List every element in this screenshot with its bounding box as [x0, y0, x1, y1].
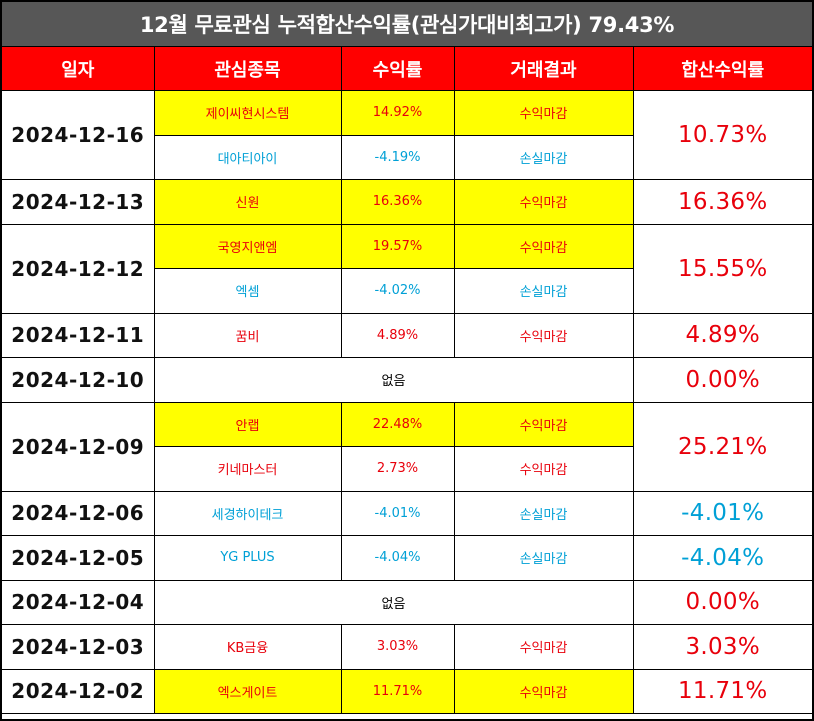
table-row: 2024-12-02 엑스게이트 11.71% 수익마감 11.71% [2, 668, 812, 714]
table-row: 2024-12-12 국영지앤엠 19.57% 수익마감 15.55% [2, 223, 812, 314]
returns-table: 일자 관심종목 수익률 거래결과 합산수익률 2024-12-16 제이씨현시스… [2, 47, 812, 714]
rate-cell: -4.02% [340, 268, 455, 314]
date-cell: 2024-12-05 [2, 535, 155, 581]
result-cell: 손실마감 [453, 535, 634, 581]
stock-cell: KB금융 [153, 624, 342, 670]
result-cell: 수익마감 [453, 624, 634, 670]
rate-cell: 16.36% [340, 179, 455, 225]
header-total: 합산수익률 [632, 47, 812, 91]
result-cell: 수익마감 [453, 179, 634, 225]
total-cell: 3.03% [632, 624, 812, 670]
total-cell: 10.73% [632, 90, 812, 180]
result-cell: 손실마감 [453, 268, 633, 314]
stock-cell: 신원 [153, 179, 342, 225]
total-cell: 15.55% [632, 223, 812, 314]
rate-cell: 3.03% [340, 624, 455, 670]
total-cell: 11.71% [632, 668, 812, 714]
result-cell: 수익마감 [453, 90, 634, 136]
date-cell: 2024-12-04 [2, 579, 155, 625]
rate-cell: 22.48% [340, 401, 455, 447]
result-cell: 손실마감 [453, 134, 633, 180]
stock-cell: 엑셈 [154, 268, 342, 314]
result-cell: 수익마감 [453, 668, 634, 714]
date-cell: 2024-12-16 [2, 90, 155, 180]
result-cell: 수익마감 [453, 401, 634, 447]
stock-cell: 엑스게이트 [153, 668, 342, 714]
rate-cell: 11.71% [340, 668, 455, 714]
table-row: 2024-12-11 꿈비 4.89% 수익마감 4.89% [2, 312, 812, 358]
rate-cell: 2.73% [340, 446, 455, 492]
stock-cell: 제이씨현시스템 [153, 90, 342, 136]
result-cell: 수익마감 [453, 446, 633, 492]
stock-cell: 꿈비 [153, 312, 342, 358]
no-pick-cell: 없음 [153, 357, 634, 403]
date-cell: 2024-12-13 [2, 179, 155, 225]
stock-cell: 세경하이테크 [153, 490, 342, 536]
total-cell: 0.00% [632, 357, 812, 403]
result-cell: 수익마감 [453, 312, 634, 358]
date-cell: 2024-12-06 [2, 490, 155, 536]
total-cell: -4.01% [632, 490, 812, 536]
stock-cell: 키네마스터 [154, 446, 342, 492]
rate-cell: 4.89% [340, 312, 455, 358]
header-date: 일자 [2, 47, 155, 91]
table-row: 2024-12-09 안랩 22.48% 수익마감 25.21% [2, 401, 812, 492]
rate-cell: 19.57% [340, 223, 455, 269]
date-cell: 2024-12-11 [2, 312, 155, 358]
rate-cell: -4.19% [340, 134, 455, 180]
total-cell: 4.89% [632, 312, 812, 358]
header-result: 거래결과 [453, 47, 634, 91]
table-row: 2024-12-16 제이씨현시스템 14.92% 수익마감 10.73% [2, 90, 812, 180]
table-row: 2024-12-06 세경하이테크 -4.01% 손실마감 -4.01% [2, 490, 812, 536]
stock-cell: 국영지앤엠 [153, 223, 342, 269]
stock-cell: 안랩 [153, 401, 342, 447]
result-cell: 손실마감 [453, 490, 634, 536]
stock-cell: YG PLUS [153, 535, 342, 581]
total-cell: 25.21% [632, 401, 812, 492]
table-row: 대아티아이 -4.19% 손실마감 [2, 134, 812, 180]
total-cell: 16.36% [632, 179, 812, 225]
header-row: 일자 관심종목 수익률 거래결과 합산수익률 [2, 47, 812, 91]
report-title: 12월 무료관심 누적합산수익률(관심가대비최고가) 79.43% [2, 2, 812, 47]
table-row: 2024-12-10 없음 0.00% [2, 357, 812, 403]
date-cell: 2024-12-09 [2, 401, 155, 492]
table-row: 2024-12-05 YG PLUS -4.04% 손실마감 -4.04% [2, 535, 812, 581]
date-cell: 2024-12-12 [2, 223, 155, 314]
rate-cell: -4.01% [340, 490, 455, 536]
rate-cell: -4.04% [340, 535, 455, 581]
table-row: 2024-12-03 KB금융 3.03% 수익마감 3.03% [2, 624, 812, 670]
table-row: 2024-12-04 없음 0.00% [2, 579, 812, 625]
header-stock: 관심종목 [153, 47, 342, 91]
header-rate: 수익률 [340, 47, 455, 91]
stock-cell: 대아티아이 [154, 134, 342, 180]
table-row: 2024-12-13 신원 16.36% 수익마감 16.36% [2, 179, 812, 225]
result-cell: 수익마감 [453, 223, 634, 269]
date-cell: 2024-12-03 [2, 624, 155, 670]
table-row: 엑셈 -4.02% 손실마감 [2, 268, 812, 314]
no-pick-cell: 없음 [153, 579, 634, 625]
total-cell: -4.04% [632, 535, 812, 581]
date-cell: 2024-12-10 [2, 357, 155, 403]
rate-cell: 14.92% [340, 90, 455, 136]
total-cell: 0.00% [632, 579, 812, 625]
date-cell: 2024-12-02 [2, 668, 155, 714]
